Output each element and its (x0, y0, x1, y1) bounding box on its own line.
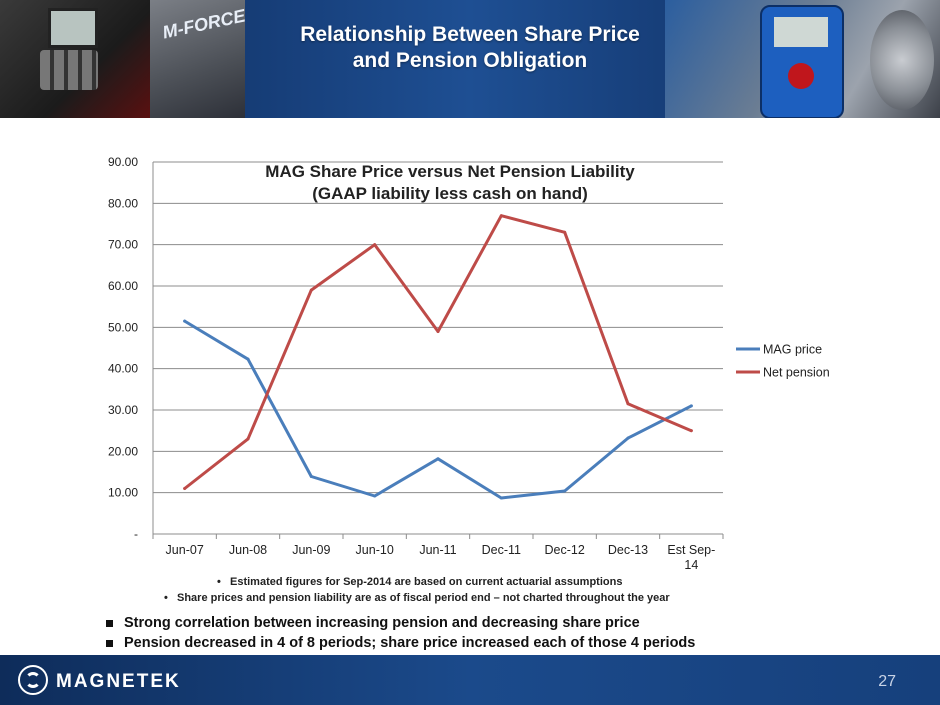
x-tick-label: Jun-08 (229, 543, 267, 557)
legend: MAG price Net pension (736, 343, 830, 380)
data-point (246, 357, 250, 361)
legend-label: MAG price (763, 343, 822, 357)
key-point-pension-decrease: Pension decreased in 4 of 8 periods; sha… (104, 634, 904, 654)
data-point (246, 437, 250, 441)
x-tick-label: Est Sep- (667, 543, 715, 557)
x-tick-label: Jun-11 (419, 543, 456, 557)
remote-red-knob (788, 63, 814, 89)
y-tick-label: 50.00 (108, 320, 138, 334)
y-tick-label: 80.00 (108, 196, 138, 210)
remote-product-photo (665, 0, 940, 118)
data-point (309, 475, 313, 479)
legend-label: Net pension (763, 366, 830, 380)
title-line-2: and Pension Obligation (352, 49, 588, 72)
mforce-product-photo (150, 0, 245, 118)
chart-title: MAG Share Price versus Net Pension Liabi… (265, 162, 635, 181)
data-point (436, 457, 440, 461)
x-tick-label: 14 (684, 558, 698, 572)
drive-product-photo (0, 0, 150, 118)
data-point (499, 214, 503, 218)
remote-lcd (774, 17, 828, 47)
data-point (626, 436, 630, 440)
header-banner: M-FORCE Relationship Between Share Price… (0, 0, 940, 118)
drive-screen (48, 8, 98, 48)
drive-keypad (40, 50, 98, 90)
remote-control (760, 5, 844, 118)
series-lines (183, 214, 693, 500)
data-point (373, 243, 377, 247)
x-tick-label: Jun-07 (166, 543, 204, 557)
data-point (626, 402, 630, 406)
data-point (689, 404, 693, 408)
title-line-1: Relationship Between Share Price (300, 23, 640, 46)
x-tick-label: Dec-11 (482, 543, 521, 557)
page-title: Relationship Between Share Price and Pen… (245, 22, 695, 74)
data-point (373, 494, 377, 498)
footer-bar: MAGNETEK 27 (0, 655, 940, 705)
y-tick-label: 90.00 (108, 155, 138, 169)
x-tick-label: Dec-13 (608, 543, 648, 557)
footnotes: Estimated figures for Sep-2014 are based… (160, 574, 780, 606)
footnote-period-end: Share prices and pension liability are a… (160, 590, 780, 606)
footnote-estimate: Estimated figures for Sep-2014 are based… (160, 574, 780, 590)
brake-disk-photo (870, 10, 934, 110)
page-number: 27 (878, 673, 896, 690)
y-tick-label: 20.00 (108, 444, 138, 458)
gridlines (153, 161, 723, 494)
x-tick-label: Jun-10 (356, 543, 394, 557)
data-point (563, 230, 567, 234)
data-point (183, 487, 187, 491)
data-point (499, 496, 503, 500)
line-chart: - 10.00 20.00 30.00 40.00 50.00 60.00 70.00 80.0… (108, 155, 830, 572)
x-tick-label: Jun-09 (292, 543, 330, 557)
y-tick-label: 60.00 (108, 279, 138, 293)
chart-subtitle: (GAAP liability less cash on hand) (312, 184, 588, 203)
axes: - 10.00 20.00 30.00 40.00 50.00 60.00 70.00 80.0… (108, 155, 724, 572)
y-tick-label: 40.00 (108, 362, 138, 376)
data-point (436, 329, 440, 333)
data-point (183, 319, 187, 323)
key-points: Strong correlation between increasing pe… (104, 614, 904, 653)
data-point (309, 288, 313, 292)
x-tick-label: Dec-12 (545, 543, 585, 557)
magnetek-logo-icon (18, 665, 48, 695)
data-point (563, 489, 567, 493)
data-point (689, 429, 693, 433)
key-point-correlation: Strong correlation between increasing pe… (104, 614, 904, 634)
y-tick-label: 10.00 (108, 486, 138, 500)
footer-logo-text: MAGNETEK (56, 671, 181, 692)
y-tick-label: 30.00 (108, 403, 138, 417)
y-tick-label: - (134, 527, 138, 541)
y-tick-label: 70.00 (108, 238, 138, 252)
